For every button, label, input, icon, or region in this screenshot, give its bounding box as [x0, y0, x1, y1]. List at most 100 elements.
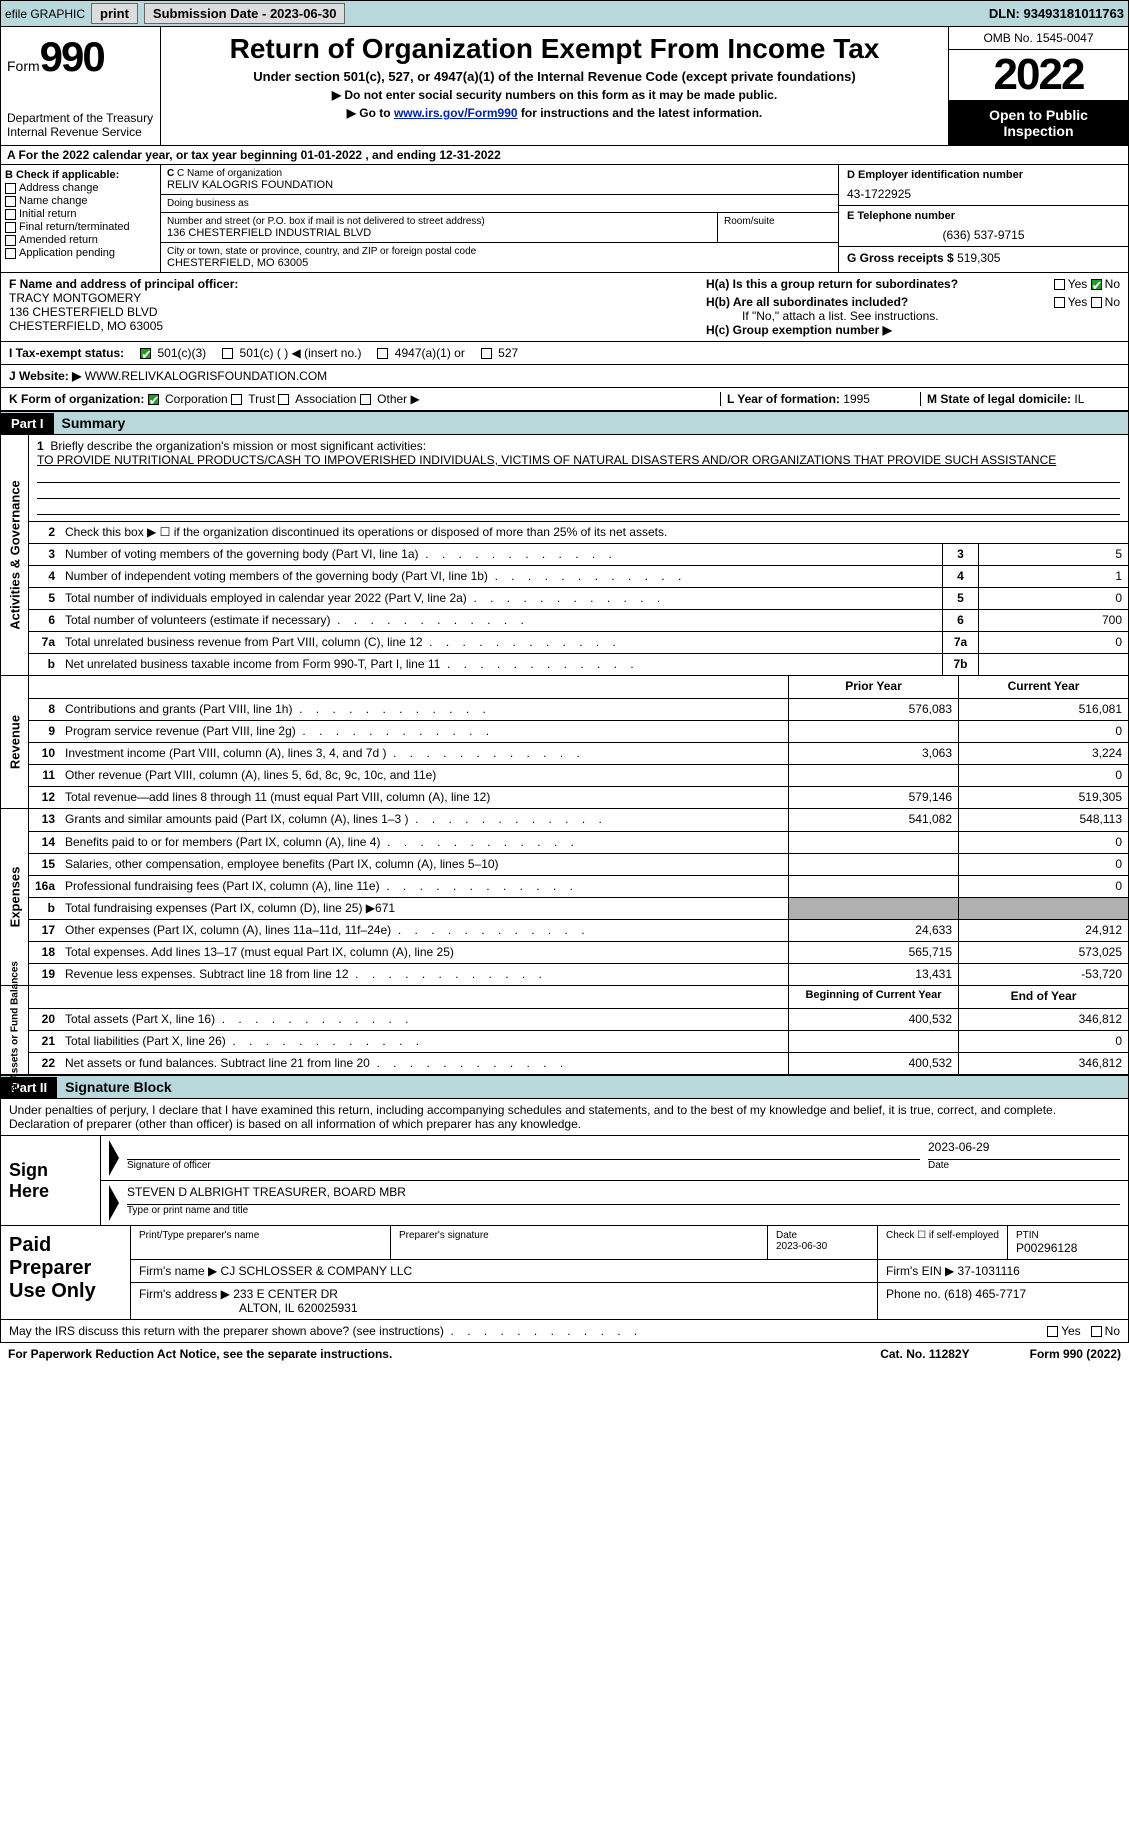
- chk-amended[interactable]: Amended return: [5, 234, 156, 246]
- chk-final[interactable]: Final return/terminated: [5, 221, 156, 233]
- row-i-tax-status: I Tax-exempt status: 501(c)(3) 501(c) ( …: [0, 342, 1129, 365]
- chk-trust[interactable]: [231, 394, 242, 405]
- l9: Program service revenue (Part VIII, line…: [61, 721, 788, 742]
- b-header: B Check if applicable:: [5, 169, 156, 181]
- l19: Revenue less expenses. Subtract line 18 …: [61, 964, 788, 985]
- top-bar: efile GRAPHIC print Submission Date - 20…: [0, 0, 1129, 27]
- l16b: Total fundraising expenses (Part IX, col…: [61, 898, 788, 919]
- discuss-text: May the IRS discuss this return with the…: [9, 1324, 637, 1338]
- room-label: Room/suite: [724, 216, 832, 227]
- summary-revenue: Revenue Prior YearCurrent Year 8Contribu…: [0, 676, 1129, 809]
- m-value: IL: [1074, 392, 1084, 406]
- dba-label: Doing business as: [167, 198, 832, 209]
- end-hdr: End of Year: [958, 986, 1128, 1008]
- l7b: Net unrelated business taxable income fr…: [61, 654, 942, 675]
- mission-text: TO PROVIDE NUTRITIONAL PRODUCTS/CASH TO …: [37, 453, 1056, 467]
- prep-date: 2023-06-30: [776, 1241, 827, 1252]
- arrow-icon: [109, 1140, 119, 1176]
- v5: 0: [978, 588, 1128, 609]
- v7a: 0: [978, 632, 1128, 653]
- l14: Benefits paid to or for members (Part IX…: [61, 832, 788, 853]
- sig-date1: 2023-06-29: [928, 1140, 1120, 1160]
- efile-label: efile GRAPHIC: [5, 7, 85, 21]
- city-value: CHESTERFIELD, MO 63005: [167, 257, 832, 269]
- l7a: Total unrelated business revenue from Pa…: [61, 632, 942, 653]
- v6: 700: [978, 610, 1128, 631]
- section-bcd: B Check if applicable: Address change Na…: [0, 165, 1129, 273]
- l20: Total assets (Part X, line 16): [61, 1009, 788, 1030]
- tax-year: 2022: [949, 50, 1128, 101]
- sig-intro: Under penalties of perjury, I declare th…: [1, 1099, 1128, 1135]
- prior-hdr: Prior Year: [788, 676, 958, 698]
- k-label: K Form of organization:: [9, 392, 144, 406]
- website-value: WWW.RELIVKALOGRISFOUNDATION.COM: [85, 369, 327, 383]
- m-label: M State of legal domicile:: [927, 392, 1071, 406]
- i-label: I Tax-exempt status:: [9, 346, 124, 360]
- chk-corp[interactable]: [148, 394, 159, 405]
- open-to-public: Open to Public Inspection: [949, 101, 1128, 145]
- ein-value: 43-1722925: [847, 187, 1120, 201]
- summary-netassets: Net Assets or Fund Balances Beginning of…: [0, 986, 1129, 1075]
- chk-501c[interactable]: [222, 348, 233, 359]
- phone-value: (636) 537-9715: [847, 228, 1120, 242]
- chk-yes[interactable]: [1047, 1326, 1058, 1337]
- l8: Contributions and grants (Part VIII, lin…: [61, 699, 788, 720]
- print-button[interactable]: print: [91, 3, 138, 24]
- chk-4947[interactable]: [377, 348, 388, 359]
- subtitle-1: Under section 501(c), 527, or 4947(a)(1)…: [171, 69, 938, 84]
- firm-addr2: ALTON, IL 620025931: [239, 1301, 358, 1315]
- form-ver: Form 990 (2022): [1030, 1347, 1121, 1361]
- gross-label: G Gross receipts $: [847, 251, 954, 265]
- chk-initial[interactable]: Initial return: [5, 208, 156, 220]
- subtitle-2b: ▶ Go to www.irs.gov/Form990 for instruct…: [171, 106, 938, 120]
- firm-addr1: 233 E CENTER DR: [233, 1287, 338, 1301]
- chk-assoc[interactable]: [278, 394, 289, 405]
- gross-value: 519,305: [957, 251, 1000, 265]
- chk-501c3[interactable]: [140, 348, 151, 359]
- chk-pending[interactable]: Application pending: [5, 247, 156, 259]
- l1-label: Briefly describe the organization's miss…: [50, 439, 426, 453]
- l2: Check this box ▶ ☐ if the organization d…: [61, 522, 1128, 543]
- omb-number: OMB No. 1545-0047: [949, 27, 1128, 50]
- l10: Investment income (Part VIII, column (A)…: [61, 743, 788, 764]
- dln-label: DLN: 93493181011763: [989, 6, 1124, 21]
- phone-label: E Telephone number: [847, 210, 1120, 222]
- l-value: 1995: [843, 392, 870, 406]
- footer: For Paperwork Reduction Act Notice, see …: [0, 1343, 1129, 1365]
- tab-revenue: Revenue: [7, 715, 22, 769]
- column-b: B Check if applicable: Address change Na…: [1, 165, 161, 272]
- form-title: Return of Organization Exempt From Incom…: [171, 33, 938, 65]
- prep-sig-label: Preparer's signature: [399, 1230, 759, 1241]
- part2-title: Signature Block: [57, 1076, 180, 1098]
- l15: Salaries, other compensation, employee b…: [61, 854, 788, 875]
- header-right: OMB No. 1545-0047 2022 Open to Public In…: [948, 27, 1128, 145]
- chk-name[interactable]: Name change: [5, 195, 156, 207]
- l21: Total liabilities (Part X, line 26): [61, 1031, 788, 1052]
- header-mid: Return of Organization Exempt From Incom…: [161, 27, 948, 145]
- firm-name: CJ SCHLOSSER & COMPANY LLC: [221, 1264, 413, 1278]
- chk-address[interactable]: Address change: [5, 182, 156, 194]
- part1-badge: Part I: [1, 413, 54, 434]
- hb-label: H(b) Are all subordinates included?: [706, 295, 908, 309]
- name-label: C C Name of organization: [167, 168, 832, 179]
- part1-header: Part I Summary: [0, 411, 1129, 435]
- hc-label: H(c) Group exemption number ▶: [706, 323, 892, 337]
- column-c: C C Name of organization RELIV KALOGRIS …: [161, 165, 838, 272]
- hb-note: If "No," attach a list. See instructions…: [742, 309, 1120, 323]
- sig-officer-label: Signature of officer: [127, 1160, 920, 1171]
- irs-link[interactable]: www.irs.gov/Form990: [394, 106, 518, 120]
- row-fgh: F Name and address of principal officer:…: [0, 273, 1129, 342]
- l18: Total expenses. Add lines 13–17 (must eq…: [61, 942, 788, 963]
- row-j: J Website: ▶ WWW.RELIVKALOGRISFOUNDATION…: [0, 365, 1129, 388]
- l13: Grants and similar amounts paid (Part IX…: [61, 809, 788, 831]
- arrow-icon: [109, 1185, 119, 1221]
- chk-527[interactable]: [481, 348, 492, 359]
- row-a: A For the 2022 calendar year, or tax yea…: [0, 146, 1129, 165]
- chk-no[interactable]: [1091, 1326, 1102, 1337]
- l12: Total revenue—add lines 8 through 11 (mu…: [61, 787, 788, 808]
- l17: Other expenses (Part IX, column (A), lin…: [61, 920, 788, 941]
- l22: Net assets or fund balances. Subtract li…: [61, 1053, 788, 1074]
- summary-governance: Activities & Governance 1 Briefly descri…: [0, 435, 1129, 676]
- chk-other[interactable]: [360, 394, 371, 405]
- form-label: Form: [7, 58, 40, 74]
